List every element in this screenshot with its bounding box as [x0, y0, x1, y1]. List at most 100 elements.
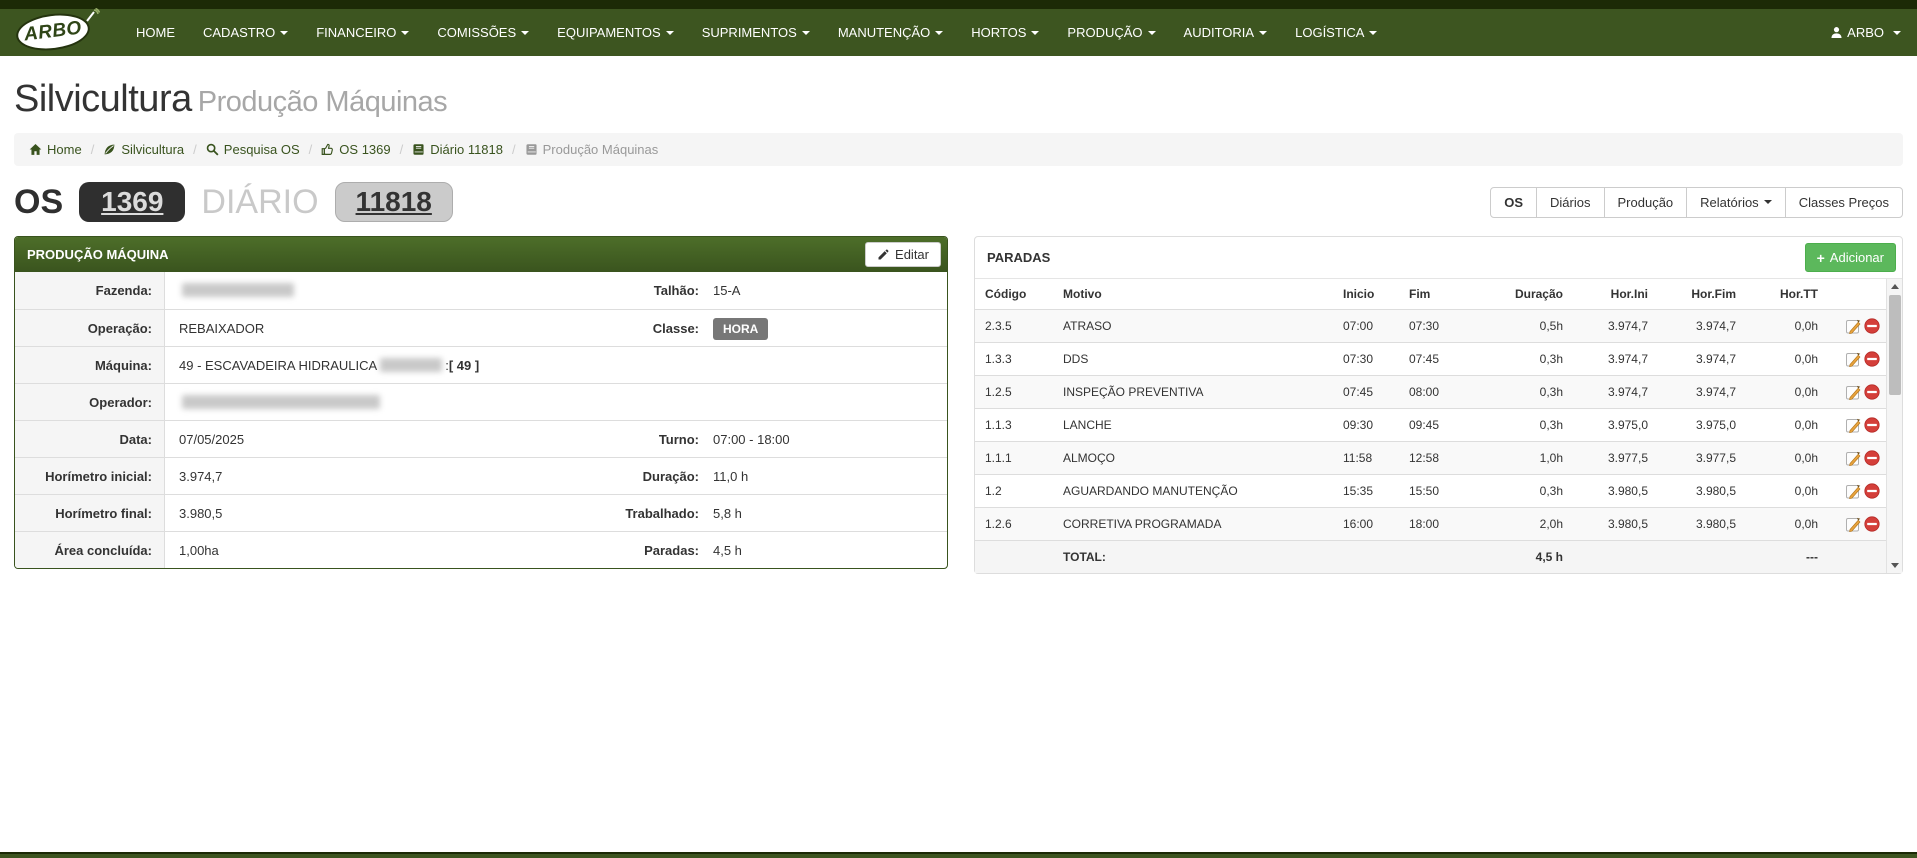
nav-item-manutencao[interactable]: MANUTENÇÃO	[824, 9, 957, 56]
delete-parada-icon[interactable]	[1864, 384, 1880, 400]
field-value-2-empty	[699, 347, 947, 383]
field-label-2: Turno:	[658, 432, 699, 447]
nav-item-suprimentos[interactable]: SUPRIMENTOS	[688, 9, 824, 56]
parada-cell-fim: 07:45	[1409, 352, 1440, 366]
parada-cell-motivo: ALMOÇO	[1063, 451, 1116, 465]
page-title-main: Silvicultura	[14, 78, 192, 120]
parada-cell-codigo: 2.3.5	[985, 319, 1012, 333]
field-value	[165, 272, 587, 309]
parada-cell-motivo: AGUARDANDO MANUTENÇÃO	[1063, 484, 1238, 498]
pen-nib-icon	[84, 7, 101, 24]
edit-parada-icon[interactable]	[1845, 384, 1861, 400]
parada-actions	[1826, 512, 1886, 536]
diario-number-badge[interactable]: 11818	[334, 182, 453, 222]
parada-cell-hor-tt: 0,0h	[1794, 352, 1818, 366]
breadcrumb-item-silvicultura[interactable]: Silvicultura	[103, 142, 184, 157]
paradas-table-wrap: Código Motivo Inicio Fim Duração Hor.Ini Hor.F…	[975, 279, 1902, 573]
breadcrumb-separator: /	[193, 142, 197, 157]
redacted-value	[182, 395, 380, 409]
delete-parada-icon[interactable]	[1864, 417, 1880, 433]
breadcrumb-item-home[interactable]: Home	[29, 142, 82, 157]
field-label-2: Talhão:	[653, 283, 699, 298]
nav-item-financeiro[interactable]: FINANCEIRO	[302, 9, 423, 56]
parada-row: 1.2.5 INSPEÇÃO PREVENTIVA 07:45 08:00 0,3h 3.…	[975, 375, 1886, 408]
tab-diarios[interactable]: Diários	[1536, 186, 1605, 218]
breadcrumb-label: Produção Máquinas	[542, 142, 659, 157]
field-value	[165, 384, 587, 420]
parada-cell-hor-ini: 3.974,7	[1607, 352, 1648, 366]
parada-cell-hor-fim: 3.974,7	[1695, 385, 1736, 399]
parada-cell-duracao: 2,0h	[1539, 517, 1563, 531]
adicionar-button[interactable]: + Adicionar	[1804, 243, 1896, 272]
nav-item-equipamentos[interactable]: EQUIPAMENTOS	[543, 9, 688, 56]
nav-item-cadastro[interactable]: CADASTRO	[189, 9, 302, 56]
field-row-operacao-: Operação: REBAIXADOR Classe: HORA	[15, 309, 947, 346]
parada-cell-motivo: ATRASO	[1063, 319, 1112, 333]
breadcrumb-label: OS 1369	[339, 142, 391, 157]
parada-cell-fim: 15:50	[1409, 484, 1440, 498]
user-menu[interactable]: ARBO	[1830, 25, 1901, 40]
parada-cell-inicio: 09:30	[1343, 418, 1374, 432]
nav-item-home[interactable]: HOME	[122, 9, 189, 56]
tab-relatorios[interactable]: Relatórios	[1686, 186, 1786, 218]
breadcrumb-item-os-1369[interactable]: OS 1369	[321, 142, 391, 157]
content-panels: PRODUÇÃO MÁQUINA Editar Fazenda: Talhão: 1…	[14, 236, 1903, 574]
breadcrumb-item-producao-maquinas: Produção Máquinas	[525, 142, 659, 157]
total-spacer	[975, 553, 1055, 561]
field-label-2: Paradas:	[644, 543, 699, 558]
col-header-duracao: Duração	[1514, 287, 1563, 301]
scrollbar-down-arrow[interactable]	[1887, 558, 1903, 573]
main-navbar: ARBO HOME CADASTRO FINANCEIRO COMISSÕES EQUI…	[0, 7, 1917, 56]
parada-row: 1.1.3 LANCHE 09:30 09:45 0,3h 3.975,0 3.975,0 0…	[975, 408, 1886, 441]
nav-item-logistica[interactable]: LOGÍSTICA	[1281, 9, 1391, 56]
parada-cell-duracao: 1,0h	[1539, 451, 1563, 465]
tab-os[interactable]: OS	[1490, 186, 1538, 218]
delete-parada-icon[interactable]	[1864, 318, 1880, 334]
nav-item-comissoes[interactable]: COMISSÕES	[423, 9, 543, 56]
parada-cell-duracao: 0,3h	[1539, 352, 1563, 366]
parada-cell-motivo: INSPEÇÃO PREVENTIVA	[1063, 385, 1204, 399]
field-row-fazenda-: Fazenda: Talhão: 15-A	[15, 272, 947, 309]
nav-item-auditoria[interactable]: AUDITORIA	[1170, 9, 1282, 56]
tab-label: Produção	[1617, 194, 1674, 210]
edit-parada-icon[interactable]	[1845, 318, 1861, 334]
os-number-badge[interactable]: 1369	[79, 182, 186, 222]
tab-producao[interactable]: Produção	[1603, 186, 1688, 218]
edit-parada-icon[interactable]	[1845, 483, 1861, 499]
field-value: 3.980,5	[165, 495, 587, 531]
nav-item-producao[interactable]: PRODUÇÃO	[1053, 9, 1169, 56]
total-spacer	[1571, 553, 1656, 561]
parada-row: 1.1.1 ALMOÇO 11:58 12:58 1,0h 3.977,5 3.977,5 0…	[975, 441, 1886, 474]
editar-button[interactable]: Editar	[865, 242, 941, 267]
chevron-down-icon	[1031, 30, 1040, 35]
parada-actions	[1826, 314, 1886, 338]
home-icon	[29, 143, 42, 156]
parada-cell-hor-tt: 0,0h	[1794, 385, 1818, 399]
nav-item-hortos[interactable]: HORTOS	[957, 9, 1053, 56]
paradas-panel-header: PARADAS + Adicionar	[975, 237, 1902, 279]
field-value-2: 4,5 h	[699, 532, 947, 568]
tab-classes-precos[interactable]: Classes Preços	[1784, 186, 1903, 218]
delete-parada-icon[interactable]	[1864, 483, 1880, 499]
col-header-codigo: Código	[985, 287, 1027, 301]
parada-actions	[1826, 479, 1886, 503]
scrollbar-thumb[interactable]	[1889, 295, 1901, 395]
edit-parada-icon[interactable]	[1845, 351, 1861, 367]
delete-parada-icon[interactable]	[1864, 351, 1880, 367]
parada-cell-fim: 09:45	[1409, 418, 1440, 432]
parada-cell-inicio: 07:45	[1343, 385, 1374, 399]
scrollbar-track[interactable]	[1887, 294, 1902, 558]
field-label: Máquina:	[15, 347, 165, 383]
breadcrumb-item-diario-11818[interactable]: Diário 11818	[412, 142, 503, 157]
breadcrumb-item-pesquisa-os[interactable]: Pesquisa OS	[206, 142, 300, 157]
scrollbar-up-arrow[interactable]	[1887, 279, 1903, 294]
delete-parada-icon[interactable]	[1864, 516, 1880, 532]
edit-parada-icon[interactable]	[1845, 450, 1861, 466]
table-scrollbar[interactable]	[1886, 279, 1902, 573]
delete-parada-icon[interactable]	[1864, 450, 1880, 466]
arbo-logo[interactable]: ARBO	[14, 7, 101, 55]
edit-parada-icon[interactable]	[1845, 516, 1861, 532]
field-value: REBAIXADOR	[165, 310, 587, 346]
total-spacer	[1335, 553, 1401, 561]
edit-parada-icon[interactable]	[1845, 417, 1861, 433]
